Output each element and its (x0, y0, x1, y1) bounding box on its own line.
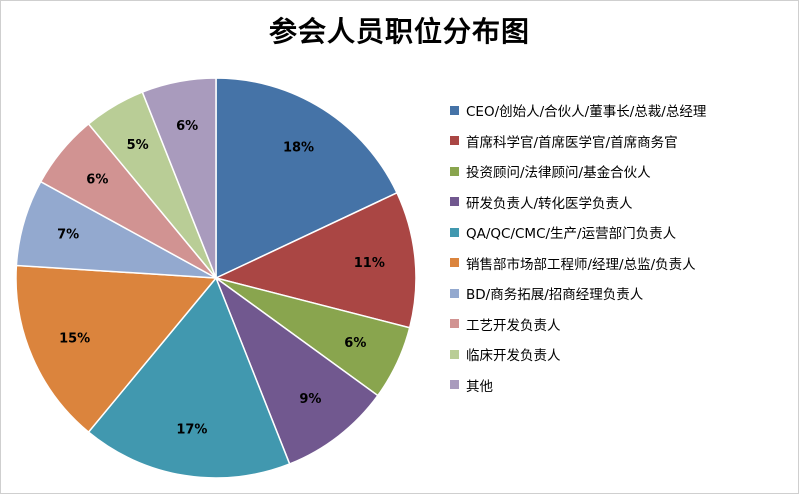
slice-label-9: 5% (127, 138, 149, 153)
slice-label-10: 6% (176, 119, 198, 134)
slice-label-6: 15% (59, 332, 90, 347)
slice-label-5: 17% (176, 423, 207, 438)
legend-swatch (450, 105, 459, 115)
legend-swatch (450, 166, 459, 176)
legend-item: 临床开发负责人 (450, 339, 795, 370)
chart-legend: CEO/创始人/合伙人/董事长/总裁/总经理 首席科学官/首席医学官/首席商务官投… (450, 95, 795, 400)
legend-item: BD/商务拓展/招商经理负责人 (450, 278, 795, 309)
legend-label: 销售部市场部工程师/经理/总监/负责人 (466, 256, 696, 273)
slice-label-7: 7% (57, 228, 79, 243)
legend-label: 工艺开发负责人 (466, 317, 561, 334)
slice-label-4: 9% (299, 392, 321, 407)
pie-slice-10 (141, 77, 217, 279)
legend-label: BD/商务拓展/招商经理负责人 (466, 287, 644, 304)
legend-item: 其他 (450, 370, 795, 401)
chart-title: 参会人员职位分布图 (268, 15, 530, 48)
legend-swatch (450, 136, 459, 146)
pie-slice-4 (214, 275, 379, 465)
pie-slice-1 (215, 77, 398, 280)
legend-label: QA/QC/CMC/生产/运营部门负责人 (466, 226, 677, 243)
legend-label: 首席科学官/首席医学官/首席商务官 (466, 134, 678, 151)
legend-label: 临床开发负责人 (466, 348, 561, 365)
legend-item: 首席科学官/首席医学官/首席商务官 (450, 126, 795, 157)
legend-item: QA/QC/CMC/生产/运营部门负责人 (450, 217, 795, 248)
pie-slice-6 (15, 264, 218, 434)
legend-item: 研发负责人/转化医学负责人 (450, 187, 795, 218)
pie-slice-2 (213, 191, 417, 329)
slice-label-3: 6% (344, 336, 366, 351)
legend-label: CEO/创始人/合伙人/董事长/总裁/总经理 (466, 104, 707, 121)
legend-swatch (450, 258, 459, 268)
pie-slice-5 (87, 276, 291, 479)
legend-item: 工艺开发负责人 (450, 309, 795, 340)
slice-label-1: 18% (283, 140, 314, 155)
legend-swatch (450, 197, 459, 207)
legend-item: 销售部市场部工程师/经理/总监/负责人 (450, 248, 795, 279)
legend-swatch (450, 227, 459, 237)
legend-swatch (450, 380, 459, 390)
legend-swatch (450, 319, 459, 329)
legend-label: 研发负责人/转化医学负责人 (466, 195, 633, 212)
legend-item: 投资顾问/法律顾问/基金合伙人 (450, 156, 795, 187)
slice-label-8: 6% (86, 172, 108, 187)
legend-label: 其他 (466, 378, 493, 395)
legend-label: 投资顾问/法律顾问/基金合伙人 (466, 165, 651, 182)
legend-swatch (450, 288, 459, 298)
legend-swatch (450, 349, 459, 359)
legend-item: CEO/创始人/合伙人/董事长/总裁/总经理 (450, 95, 795, 126)
slice-label-2: 11% (354, 256, 385, 271)
